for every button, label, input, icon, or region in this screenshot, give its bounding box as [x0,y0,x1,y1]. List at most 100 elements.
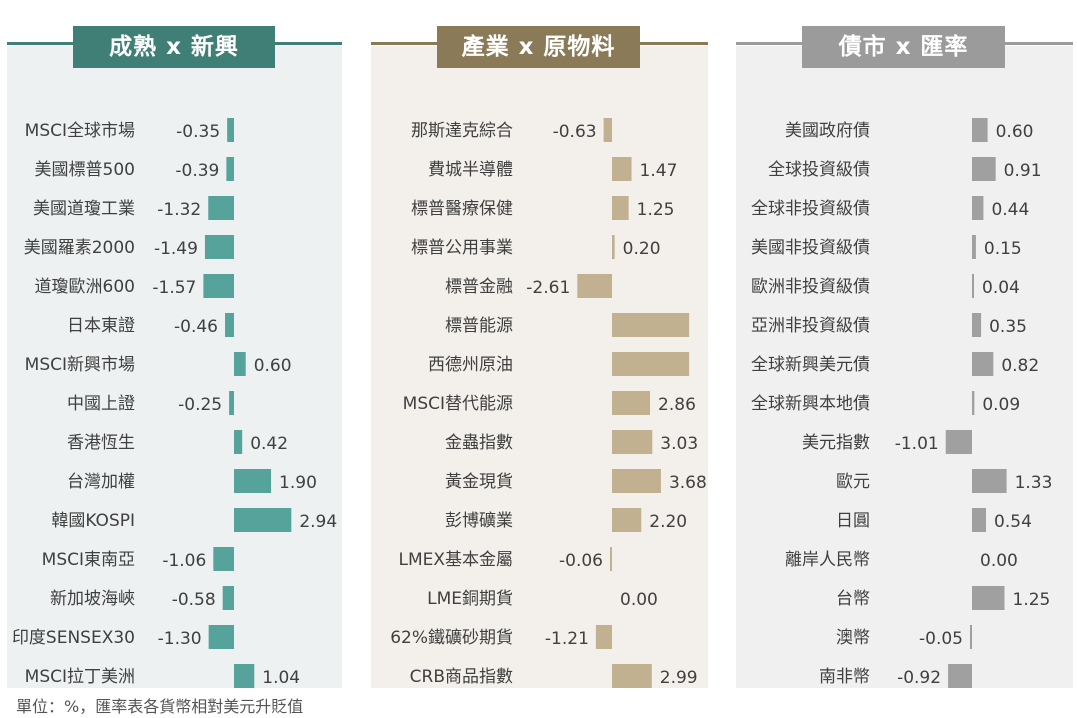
category-label: 美元指數 [802,433,870,453]
category-label: MSCI全球市場 [25,121,135,141]
bar [972,469,1007,493]
value-label: 1.25 [1013,590,1051,610]
category-label: 標普能源 [445,316,513,336]
panel-title: 產業 x 原物料 [437,26,640,68]
value-label: 3.03 [660,434,698,454]
bar [208,196,234,220]
panel-background [7,46,342,688]
developed-emerging-chart: MSCI全球市場 -0.35 美國標普500 -0.39 美國道瓊工業 -1.32 美國羅素… [12,118,337,688]
footnote: 單位：%，匯率表各貨幣相對美元升貶值 [16,697,304,716]
value-label: 1.33 [1015,473,1053,493]
panel-title: 成熟 x 新興 [73,26,275,68]
value-label: 1.04 [262,668,300,688]
panel-background [736,46,1073,688]
category-label: 標普金融 [445,277,513,297]
category-label: 費城半導體 [428,160,513,180]
category-label: 全球新興本地債 [751,394,870,414]
bar [208,625,234,649]
bar [612,157,632,181]
value-label: -0.63 [553,122,597,142]
value-label: -0.05 [919,629,963,649]
value-label: 0.54 [994,512,1032,532]
category-label: MSCI拉丁美洲 [25,667,135,687]
bar [595,625,612,649]
category-label: 全球新興美元債 [751,355,870,375]
bar [234,352,246,376]
value-label: 2.94 [299,512,337,532]
bar [972,352,994,376]
bar [972,586,1005,610]
value-label: 2.86 [658,395,696,415]
bar [226,157,234,181]
category-label: 台幣 [836,589,870,609]
bar [972,508,987,532]
sector-commodity-chart: 那斯達克綜合 -0.63 費城半導體 1.47 標普醫療保健 1.25 標普公用事業 0.20… [390,118,707,688]
category-label: 台灣加權 [67,472,135,492]
category-label: 西德州原油 [428,355,513,375]
sector-commodity-panel: 產業 x 原物料 那斯達克綜合 -0.63 費城半導體 1.47 標普醫療保健 1.25 標… [371,26,708,688]
bar [612,352,690,376]
value-label: 0.60 [996,122,1034,142]
panel-title: 債市 x 匯率 [802,26,1005,68]
value-label: 3.68 [669,473,707,493]
bond-fx-panel: 債市 x 匯率 美國政府債 0.60 全球投資級債 0.91 全球非投資級債 0.44 美國… [736,26,1073,688]
value-label: -1.30 [158,629,202,649]
category-label: 美國羅素2000 [24,238,135,258]
bar [972,118,988,142]
bond-fx-chart: 美國政府債 0.60 全球投資級債 0.91 全球非投資級債 0.44 美國非投資級債 0.1… [751,118,1053,688]
value-label: 2.20 [649,512,687,532]
category-label: 新加坡海峽 [50,589,135,609]
value-label: -0.46 [174,317,218,337]
bar [972,157,996,181]
bar [972,235,976,259]
category-label: 南非幣 [819,667,870,687]
category-label: MSCI東南亞 [42,550,135,570]
value-label: 0.91 [1004,161,1042,181]
bar [612,430,653,454]
value-label: -1.57 [152,278,196,298]
value-label: -1.49 [154,239,198,259]
category-label: 美國道瓊工業 [33,199,135,219]
category-label: CRB商品指數 [410,667,513,687]
bar [972,196,984,220]
category-label: 道瓊歐洲600 [35,277,135,297]
value-label: -1.21 [545,629,589,649]
category-label: 亞洲非投資級債 [751,316,870,336]
value-label: -0.25 [178,395,222,415]
value-label: 0.04 [982,278,1020,298]
category-label: 標普公用事業 [411,238,513,258]
category-label: 全球投資級債 [768,160,870,180]
value-label: 0.44 [991,200,1029,220]
value-label: -0.39 [175,161,219,181]
category-label: 金蟲指數 [445,433,513,453]
value-label: -0.35 [176,122,220,142]
category-label: 印度SENSEX30 [12,628,135,648]
bar [229,391,234,415]
value-label: 1.47 [640,161,678,181]
category-label: LME銅期貨 [427,589,513,609]
value-label: 0.00 [620,590,658,610]
category-label: 中國上證 [67,394,135,414]
category-label: 62%鐵礦砂期貨 [390,628,513,648]
category-label: 韓國KOSPI [51,511,135,531]
bar [234,508,292,532]
category-label: 美國標普500 [35,160,135,180]
value-label: 0.42 [250,434,288,454]
bar [603,118,612,142]
category-label: 彭博礦業 [445,511,513,531]
bar [612,469,661,493]
bar [227,118,234,142]
category-label: 美國非投資級債 [751,238,870,258]
bar [612,196,629,220]
value-label: -1.32 [157,200,201,220]
value-label: -0.92 [897,668,941,688]
category-label: 歐洲非投資級債 [751,277,870,297]
bar [612,235,615,259]
category-label: 歐元 [836,472,870,492]
value-label: -0.06 [559,551,603,571]
category-label: 美國政府債 [785,121,870,141]
bar [612,391,651,415]
value-label: 0.82 [1001,356,1039,376]
bar [945,430,972,454]
category-label: 日圓 [836,511,870,531]
